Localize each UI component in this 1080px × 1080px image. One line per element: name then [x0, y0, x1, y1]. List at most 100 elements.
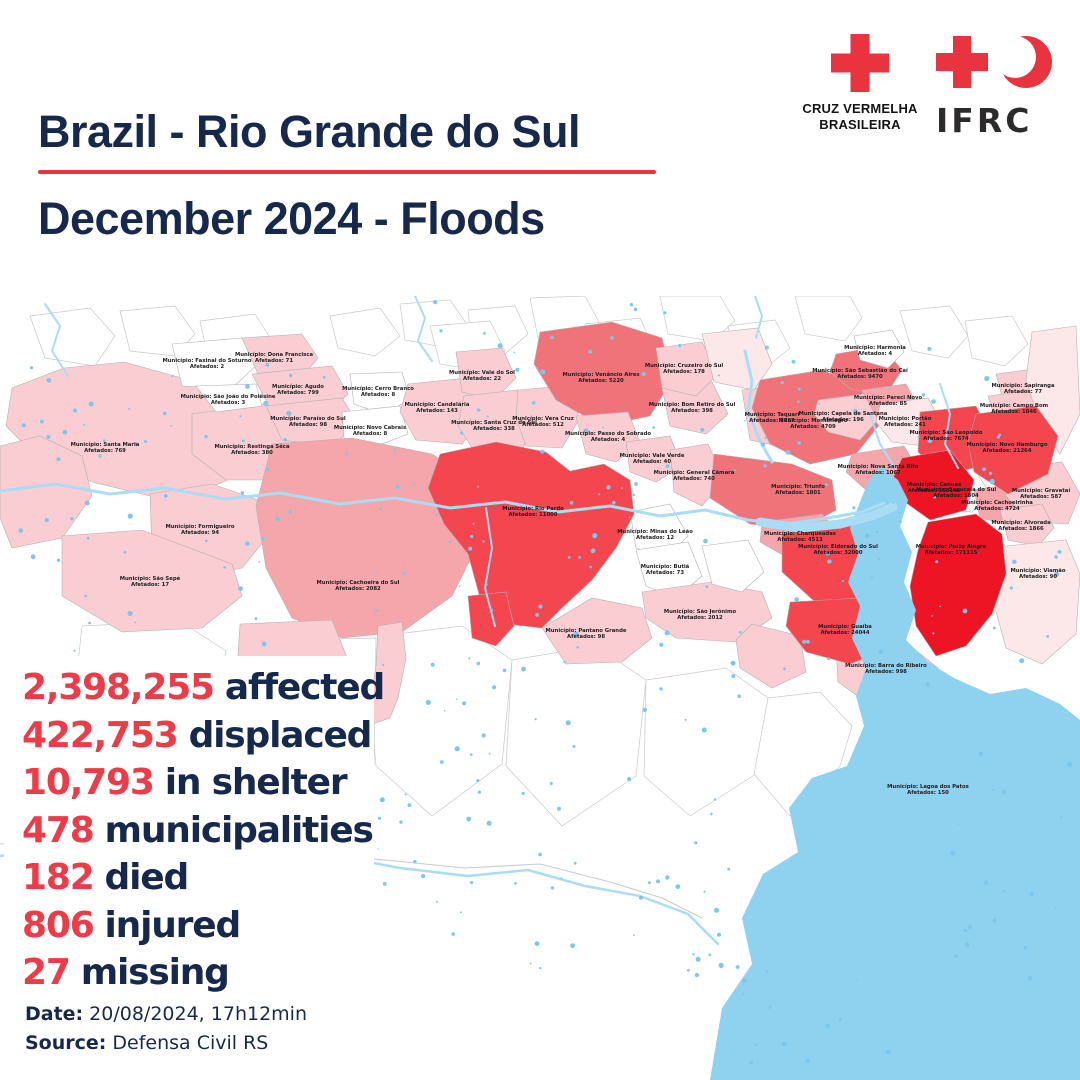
- municipality-label: Município: Butiá Afetados: 73: [641, 563, 690, 576]
- municipality-label: Município: Alvorada Afetados: 1866: [991, 519, 1051, 532]
- stat-label: missing: [80, 952, 230, 993]
- stats-list: 2,398,255 affected 422,753 displaced 10,793 i…: [22, 664, 385, 997]
- municipality-region: [61, 529, 243, 633]
- stat-value: 806: [22, 904, 95, 946]
- river: [869, 413, 896, 469]
- municipality-label: Município: Bom Retiro do Sul Afetados: 39…: [649, 401, 736, 414]
- river: [743, 349, 774, 464]
- municipality-label: Município: Porto Alegre Afetados: 171115: [916, 543, 987, 556]
- stat-label: died: [104, 857, 190, 898]
- municipality-region: [195, 383, 263, 413]
- municipality-label: Município: Cerro Branco Afetados: 8: [342, 385, 414, 398]
- source-label: Source:: [25, 1032, 107, 1054]
- stat-value: 10,793: [22, 762, 155, 803]
- municipality-label: Município: Viamão Afetados: 90: [1011, 567, 1066, 580]
- municipality-region: [655, 341, 719, 397]
- municipality-label: Município: Portão Afetados: 241: [879, 415, 932, 428]
- municipality-region: [701, 539, 765, 593]
- red-cross-icon: [831, 34, 889, 92]
- cross-and-crescent-icon: [936, 36, 1052, 88]
- stat-row: 27 missing: [22, 949, 384, 997]
- municipality-label: Município: Dona Francisca Afetados: 71: [235, 351, 314, 364]
- stat-value: 2,398,255: [22, 667, 215, 708]
- stat-row: 422,753 displaced: [22, 712, 384, 760]
- stat-value: 27: [22, 952, 71, 993]
- stat-label: affected: [224, 667, 385, 708]
- municipality-label: Município: Formigueiro Afetados: 94: [165, 523, 234, 536]
- municipality-label: Município: Barra do Ribeiro Afetados: 998: [845, 662, 927, 675]
- date-value: 20/08/2024, 17h12min: [89, 1003, 307, 1025]
- stat-label: displaced: [188, 714, 373, 756]
- municipality-label: Município: Cachoeirinha Afetados: 4724: [961, 499, 1033, 512]
- footer-meta: Date: 20/08/2024, 17h12min Source: Defensa…: [25, 1000, 307, 1058]
- stat-value: 422,753: [22, 714, 179, 756]
- municipality-region: [813, 393, 879, 441]
- municipality-label: Município: São Jerônimo Afetados: 2012: [664, 608, 737, 621]
- stat-row: 478 municipalities: [22, 807, 384, 855]
- municipality-label: Município: Candelária Afetados: 143: [405, 401, 470, 414]
- municipality-label: Município: Taquari Afetados: 1737: [745, 411, 800, 424]
- ifrc-logo: IFRC: [936, 36, 1058, 140]
- map-svg: Município: Santa Maria Afetados: 769 Munic…: [0, 296, 1080, 1080]
- municipality-label: Município: Santa Cruz do Sul Afetados: 33…: [451, 419, 537, 432]
- municipality-label: Município: Sapucaia do Sul Afetados: 1804: [916, 486, 997, 499]
- municipality-label: Município: Novo Cabrais Afetados: 8: [334, 424, 406, 437]
- municipality-label: Município: São Leopoldo Afetados: 7674: [910, 429, 983, 442]
- stat-row: 182 died: [22, 854, 384, 902]
- date-label: Date:: [25, 1003, 84, 1025]
- municipality-label: Município: Eldorado do Sul Afetados: 3200…: [798, 543, 878, 556]
- municipality-label: Município: Vale Verde Afetados: 40: [620, 452, 685, 465]
- stat-row: 806 injured: [22, 902, 384, 950]
- municipality-region: [541, 597, 653, 665]
- municipality-choropleth-map: Município: Santa Maria Afetados: 769 Munic…: [0, 296, 1080, 1080]
- municipality-label: Município: Paraíso do Sul Afetados: 98: [270, 415, 346, 428]
- page-title: Brazil - Rio Grande do Sul: [38, 106, 581, 157]
- cruz-vermelha-logo: CRUZ VERMELHA BRASILEIRA: [798, 34, 922, 133]
- municipality-region: [427, 441, 635, 629]
- municipality-label: Município: Sapiranga Afetados: 77: [991, 382, 1055, 395]
- stat-label: injured: [104, 904, 242, 946]
- river: [414, 296, 433, 362]
- municipality-label: Município: Montenegro Afetados: 4709: [778, 417, 847, 430]
- municipality-label: Município: Minas do Leão Afetados: 12: [617, 528, 693, 541]
- river: [755, 502, 898, 533]
- municipality-region: [341, 405, 409, 449]
- municipality-region: [625, 435, 683, 483]
- municipality-region: [853, 329, 905, 369]
- municipality-label: Município: Pareci Novo Afetados: 85: [854, 394, 923, 407]
- municipality-label: Município: Triunfo Afetados: 1801: [771, 483, 825, 496]
- stat-value: 182: [22, 857, 95, 898]
- municipality-label: Município: Vera Cruz Afetados: 512: [512, 415, 574, 428]
- municipality-label: Município: General Câmara Afetados: 740: [654, 469, 735, 482]
- municipality-label: Município: Campo Bom Afetados: 1846: [980, 402, 1049, 415]
- stat-value: 478: [22, 809, 95, 851]
- municipality-label: Município: Guaíba Afetados: 24044: [818, 623, 872, 636]
- municipality-region: [909, 513, 1007, 657]
- title-underline: [38, 170, 656, 174]
- municipality-label: Município: São Sebastião do Caí Afetados:…: [812, 367, 909, 380]
- river: [754, 296, 763, 339]
- municipality-label: Município: São Sepé Afetados: 17: [120, 575, 181, 588]
- municipality-label: Município: Canoas Afetados: 158146: [907, 481, 961, 494]
- municipality-label: Município: Faxinal do Soturno Afetados: 2: [163, 357, 252, 370]
- ifrc-wordmark: IFRC: [936, 101, 1033, 140]
- municipality-region: [993, 539, 1080, 665]
- stat-label: municipalities: [104, 809, 374, 851]
- municipality-label: Município: Santa Maria Afetados: 769: [71, 441, 140, 454]
- stat-row: 10,793 in shelter: [22, 759, 384, 807]
- date-line: Date: 20/08/2024, 17h12min: [25, 1000, 307, 1029]
- cruz-vermelha-label: CRUZ VERMELHA BRASILEIRA: [802, 101, 918, 132]
- municipality-label: Município: Agudo Afetados: 799: [272, 383, 324, 396]
- stat-label: in shelter: [164, 762, 348, 803]
- stat-row: 2,398,255 affected: [22, 664, 385, 712]
- municipality-label: Município: Lagoa dos Patos Afetados: 150: [887, 783, 969, 796]
- municipality-label: Município: São João do Polêsine Afetados:…: [181, 393, 276, 406]
- source-line: Source: Defensa Civil RS: [25, 1029, 307, 1058]
- municipality-label: Município: Gravataí Afetados: 587: [1012, 487, 1071, 500]
- river: [939, 383, 959, 469]
- river: [44, 303, 69, 377]
- municipality-label: Município: Vale do Sol Afetados: 22: [449, 369, 515, 382]
- municipality-label: Município: Novo Hamburgo Afetados: 21264: [967, 441, 1048, 454]
- municipality-label: Município: Passo do Sobrado Afetados: 4: [565, 430, 651, 443]
